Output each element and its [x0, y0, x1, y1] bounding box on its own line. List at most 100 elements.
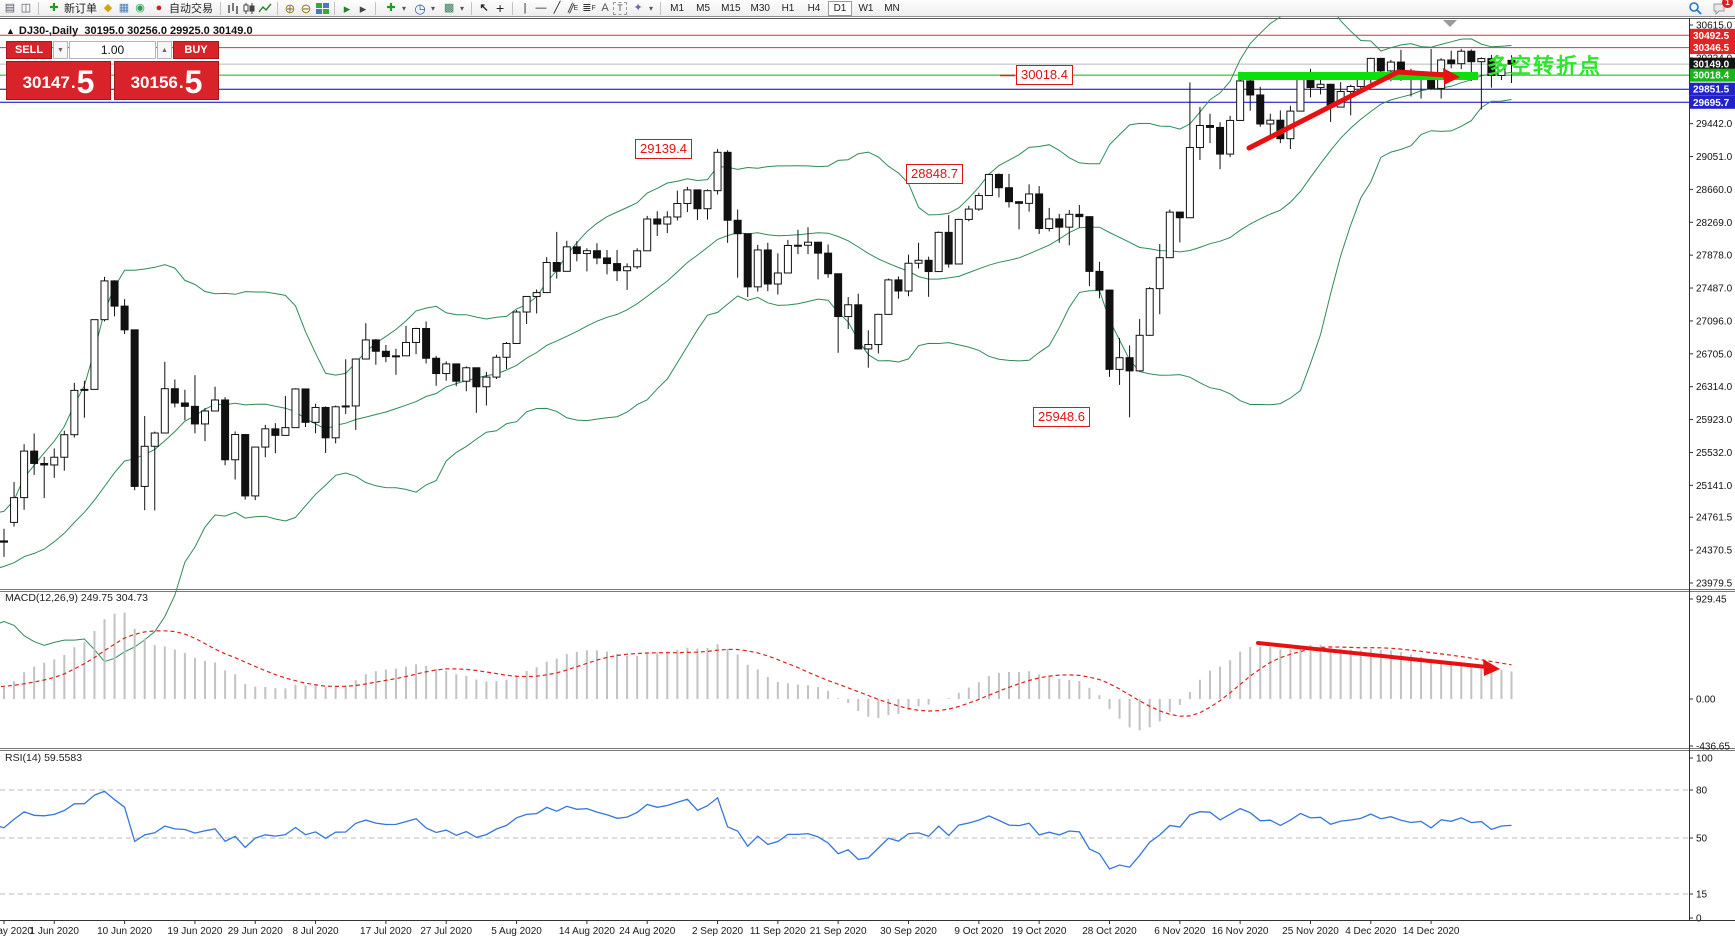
signals-icon[interactable]: ◉ [135, 1, 145, 14]
volume-decrease-button[interactable]: ▼ [53, 41, 68, 59]
buy-button[interactable]: BUY [173, 41, 219, 59]
timeframe-m15[interactable]: M15 [717, 1, 744, 16]
toolbar-separator [38, 1, 39, 15]
timeframe-m30[interactable]: M30 [747, 1, 774, 16]
volume-increase-button[interactable]: ▲ [157, 41, 172, 59]
terminal-icon[interactable]: ▦ [118, 1, 130, 14]
bar-chart-mode-icon[interactable] [225, 1, 241, 16]
rsi-line [0, 790, 1512, 870]
label-tool-icon[interactable]: T [613, 1, 628, 15]
buy-price-pip: 5 [184, 64, 203, 100]
svg-text:26314.0: 26314.0 [1696, 382, 1733, 393]
market-watch-icon[interactable]: ▤ [4, 1, 16, 14]
styler-icon[interactable]: ◆ [103, 1, 113, 14]
svg-text:21 Sep 2020: 21 Sep 2020 [810, 926, 867, 937]
auto-scroll-icon[interactable]: ▸ [359, 0, 367, 16]
pane-separator[interactable] [0, 750, 1735, 751]
trendline-tool-icon[interactable]: ╱ [553, 1, 561, 14]
svg-text:29695.7: 29695.7 [1693, 98, 1730, 109]
template-button[interactable]: ▩ ▾ [438, 1, 467, 16]
price-badge [1690, 57, 1735, 71]
auto-trading-icon: ● [155, 1, 163, 14]
pane-separator[interactable] [0, 591, 1735, 592]
svg-text:30492.5: 30492.5 [1693, 31, 1730, 42]
candlestick-mode-icon[interactable] [241, 1, 257, 16]
toolbar-right-icons: 1 [1687, 0, 1733, 16]
auto-trading-button[interactable]: ● 自动交易 [148, 1, 216, 16]
pane-separator[interactable] [0, 748, 1735, 749]
fibonacci-tool-icon[interactable]: ≣ F [582, 1, 596, 14]
svg-text:25 Nov 2020: 25 Nov 2020 [1282, 926, 1339, 937]
clock-icon: ◷ [414, 0, 426, 16]
collapse-panel-icon[interactable]: ▲ [6, 26, 15, 36]
shapes-icon: ✦ [633, 1, 643, 14]
svg-text:27878.0: 27878.0 [1696, 251, 1733, 262]
price-badge [1690, 28, 1735, 42]
pane-separator[interactable] [0, 589, 1735, 590]
timeframe-h4[interactable]: H4 [802, 1, 826, 16]
svg-text:27096.0: 27096.0 [1696, 316, 1733, 327]
horizontal-line-tool-icon[interactable]: — [535, 1, 547, 14]
svg-text:4 Dec 2020: 4 Dec 2020 [1345, 926, 1397, 937]
toolbar-separator [277, 1, 278, 15]
ohlc-readout: 30195.0 30256.0 29925.0 30149.0 [84, 25, 253, 37]
support-highlight-bar [1238, 72, 1478, 80]
timeframe-w1[interactable]: W1 [854, 1, 878, 16]
data-window-icon[interactable]: ◫ [20, 1, 32, 14]
timeframe-d1[interactable]: D1 [827, 0, 852, 16]
sell-button[interactable]: SELL [6, 41, 52, 59]
new-order-button[interactable]: ✚ 新订单 [43, 1, 100, 16]
timeframe-h1[interactable]: H1 [776, 1, 800, 16]
zoom-in-icon[interactable]: ⊕ [284, 0, 296, 16]
crosshair-icon[interactable]: + [495, 0, 505, 16]
buy-price-tile[interactable]: 30156. 5 [114, 61, 219, 100]
channel-tool-icon[interactable]: ∥ E [565, 0, 579, 15]
text-tool-icon[interactable]: A [601, 1, 609, 14]
timeframe-m1[interactable]: M1 [665, 1, 689, 16]
shapes-tool-button[interactable]: ✦ ▾ [627, 1, 656, 16]
toolbar-separator [512, 1, 514, 15]
svg-text:8 Jul 2020: 8 Jul 2020 [292, 926, 339, 937]
bollinger-band-line [0, 0, 1512, 513]
sell-price-tile[interactable]: 30147. 5 [6, 61, 111, 100]
chart-shift-marker-icon[interactable] [1443, 20, 1457, 27]
volume-input[interactable] [69, 41, 156, 59]
sell-price-main: 30147 [22, 73, 70, 92]
chevron-down-icon: ▾ [402, 3, 407, 13]
timeframe-m5[interactable]: M5 [691, 1, 715, 16]
svg-text:14 Aug 2020: 14 Aug 2020 [559, 926, 616, 937]
svg-text:29851.5: 29851.5 [1693, 85, 1730, 96]
chevron-down-icon: ▾ [431, 3, 436, 13]
notification-badge: 1 [1722, 0, 1733, 8]
toolbar: ▤ ◫ ✚ 新订单 ◆ ▦ ◉ ● 自动交易 ⊕ ⊖ ▸ ▸ ✚ ▾ ◷ ▾ ▩… [0, 0, 1735, 17]
tile-windows-icon[interactable] [314, 1, 330, 16]
zoom-out-icon[interactable]: ⊖ [300, 0, 312, 16]
period-button[interactable]: ◷ ▾ [409, 1, 438, 16]
price-annotation-label: 29139.4 [635, 139, 692, 159]
chevron-down-icon: ▾ [460, 3, 465, 13]
notifications-icon[interactable]: 1 [1711, 0, 1733, 16]
svg-text:30018.4: 30018.4 [1693, 71, 1730, 82]
timeframe-mn[interactable]: MN [880, 1, 904, 16]
chevron-down-icon: ▾ [649, 3, 654, 13]
svg-text:-436.65: -436.65 [1696, 742, 1730, 753]
scroll-to-end-icon[interactable]: ▸ [343, 0, 351, 16]
svg-text:25532.0: 25532.0 [1696, 448, 1733, 459]
svg-text:23979.5: 23979.5 [1696, 579, 1733, 590]
vertical-line-tool-icon[interactable]: | [523, 1, 527, 14]
price-axis[interactable]: 30615.030224.029442.029051.028660.028269… [1689, 18, 1735, 925]
timeframe-group: M1 M5 M15 M30 H1 H4 D1 W1 MN [665, 0, 904, 16]
svg-text:6 Nov 2020: 6 Nov 2020 [1154, 926, 1206, 937]
search-icon[interactable] [1687, 1, 1703, 16]
svg-text:30615.0: 30615.0 [1696, 21, 1733, 32]
price-badge [1690, 95, 1735, 109]
trade-panel-top-row: SELL ▼ ▲ BUY [6, 41, 219, 59]
add-indicator-button[interactable]: ✚ ▾ [380, 1, 409, 16]
cursor-icon[interactable]: ↖ [479, 1, 489, 14]
chart-window-title: ▲ DJ30-,Daily 30195.0 30256.0 29925.0 301… [6, 25, 253, 37]
macd-histogram [3, 612, 1513, 731]
line-chart-mode-icon[interactable] [257, 1, 273, 16]
svg-text:1 Jun 2020: 1 Jun 2020 [30, 926, 80, 937]
